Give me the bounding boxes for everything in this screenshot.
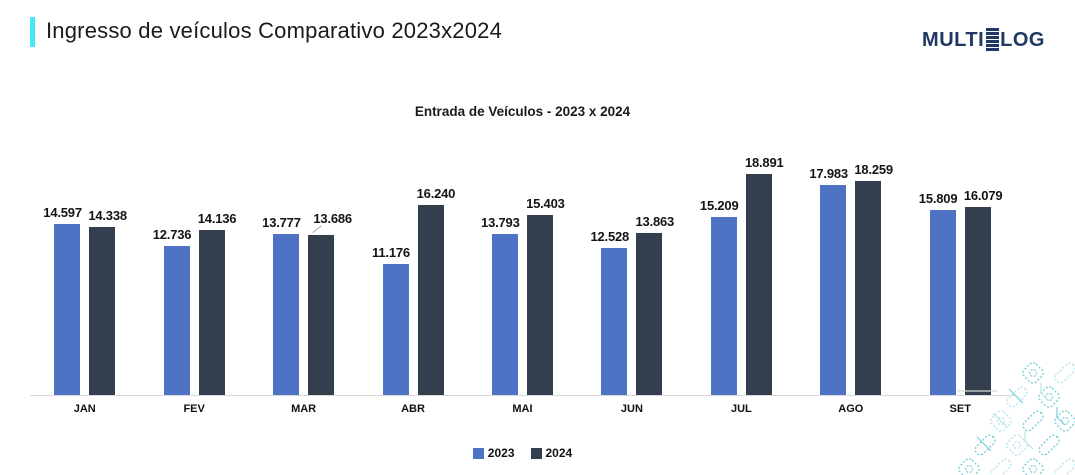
value-label-2024-jan: 14.338 [88,208,127,223]
legend-label-2023: 2023 [487,446,515,460]
logo-text-multi: MULTI [922,29,985,52]
plot-area: 14.597 14.338 12.736 14.136 13.777 13.686 11.1… [30,152,1015,396]
chart-title: Entrada de Veículos - 2023 x 2024 [414,104,631,119]
bar-2024-jan: 14.338 [88,208,127,395]
bar-group-jan: 14.597 14.338 [30,152,139,395]
legend-label-2024: 2024 [545,446,573,460]
bar-2024-ago: 18.259 [854,162,893,395]
value-label-2024-mar: 13.686 [313,211,352,226]
bar-2024-fev: 14.136 [198,211,237,395]
bar-2023-mai: 13.793 [481,215,520,395]
value-label-2024-set: 16.079 [963,188,1003,203]
bar-2024-mar: 13.686 [308,211,352,395]
value-label-2023-mar: 13.777 [262,215,301,230]
bar-2023-jan: 14.597 [43,205,82,395]
bar-2023-jun: 12.528 [590,229,629,395]
x-axis-label-mar: MAR [291,403,317,415]
x-axis-label-fev: FEV [183,403,205,415]
value-label-2024-mai: 15.403 [526,196,565,211]
value-label-2023-abr: 11.176 [372,245,410,260]
bar-group-set: 15.809 16.079 [906,152,1015,395]
bar-2023-mar: 13.777 [262,215,301,395]
value-label-2023-set: 15.809 [918,191,958,206]
legend-item-2024: 2024 [530,446,573,460]
value-label-2024-jun: 13.863 [635,214,675,229]
legend-item-2023: 2023 [472,446,515,460]
x-axis-label-ago: AGO [838,403,864,415]
value-label-2023-jan: 14.597 [43,205,82,220]
value-label-2024-jul: 18.891 [744,155,784,170]
x-axis-label-set: SET [949,403,971,415]
bar-group-mai: 13.793 15.403 [468,152,577,395]
bar-2024-jun: 13.863 [636,214,674,395]
value-label-2024-ago: 18.259 [854,162,893,177]
value-label-2024-abr: 16.240 [416,186,456,201]
bar-2024-mai: 15.403 [526,196,565,395]
bar-2023-ago: 17.983 [809,166,848,395]
bar-group-abr: 11.176 16.240 [358,152,467,395]
x-axis-label-mai: MAI [512,403,533,415]
bar-group-mar: 13.777 13.686 [249,152,358,395]
bar-2023-fev: 12.736 [153,227,192,395]
value-label-2023-mai: 13.793 [481,215,520,230]
bar-2023-jul: 15.209 [700,198,739,395]
legend-swatch-2024 [530,447,542,459]
label-leader-line [312,225,322,233]
bar-group-jul: 15.209 18.891 [687,152,796,395]
value-label-2023-jul: 15.209 [699,198,739,213]
value-label-2024-fev: 14.136 [197,211,237,226]
chart-legend: 2023 2024 [30,446,1015,460]
value-label-2023-ago: 17.983 [809,166,848,181]
bar-2023-abr: 11.176 [372,245,410,395]
bar-group-jun: 12.528 13.863 [577,152,686,395]
x-axis: JAN FEV MAR ABR MAI JUN JUL AGO SET [30,403,1015,415]
stacked-bars-icon [985,28,999,52]
corner-decoration-pattern [957,361,1075,475]
x-axis-label-jun: JUN [620,403,643,415]
multilog-logo: MULTI LOG [922,28,1045,53]
bar-2024-jul: 18.891 [745,155,784,395]
bar-2023-set: 15.809 [919,191,958,395]
x-axis-label-abr: ABR [401,403,425,415]
legend-swatch-2023 [472,447,484,459]
page-title: Ingresso de veículos Comparativo 2023x20… [46,18,503,43]
value-label-2023-fev: 12.736 [152,227,192,242]
bar-2024-abr: 16.240 [417,186,455,395]
value-label-2023-jun: 12.528 [590,229,630,244]
logo-text-log: LOG [1000,29,1045,52]
title-accent-bar [30,17,35,47]
x-axis-label-jul: JUL [730,403,752,415]
bar-2024-set: 16.079 [964,188,1003,395]
bar-group-ago: 17.983 18.259 [796,152,905,395]
bar-group-fev: 12.736 14.136 [139,152,248,395]
x-axis-label-jan: JAN [73,403,96,415]
